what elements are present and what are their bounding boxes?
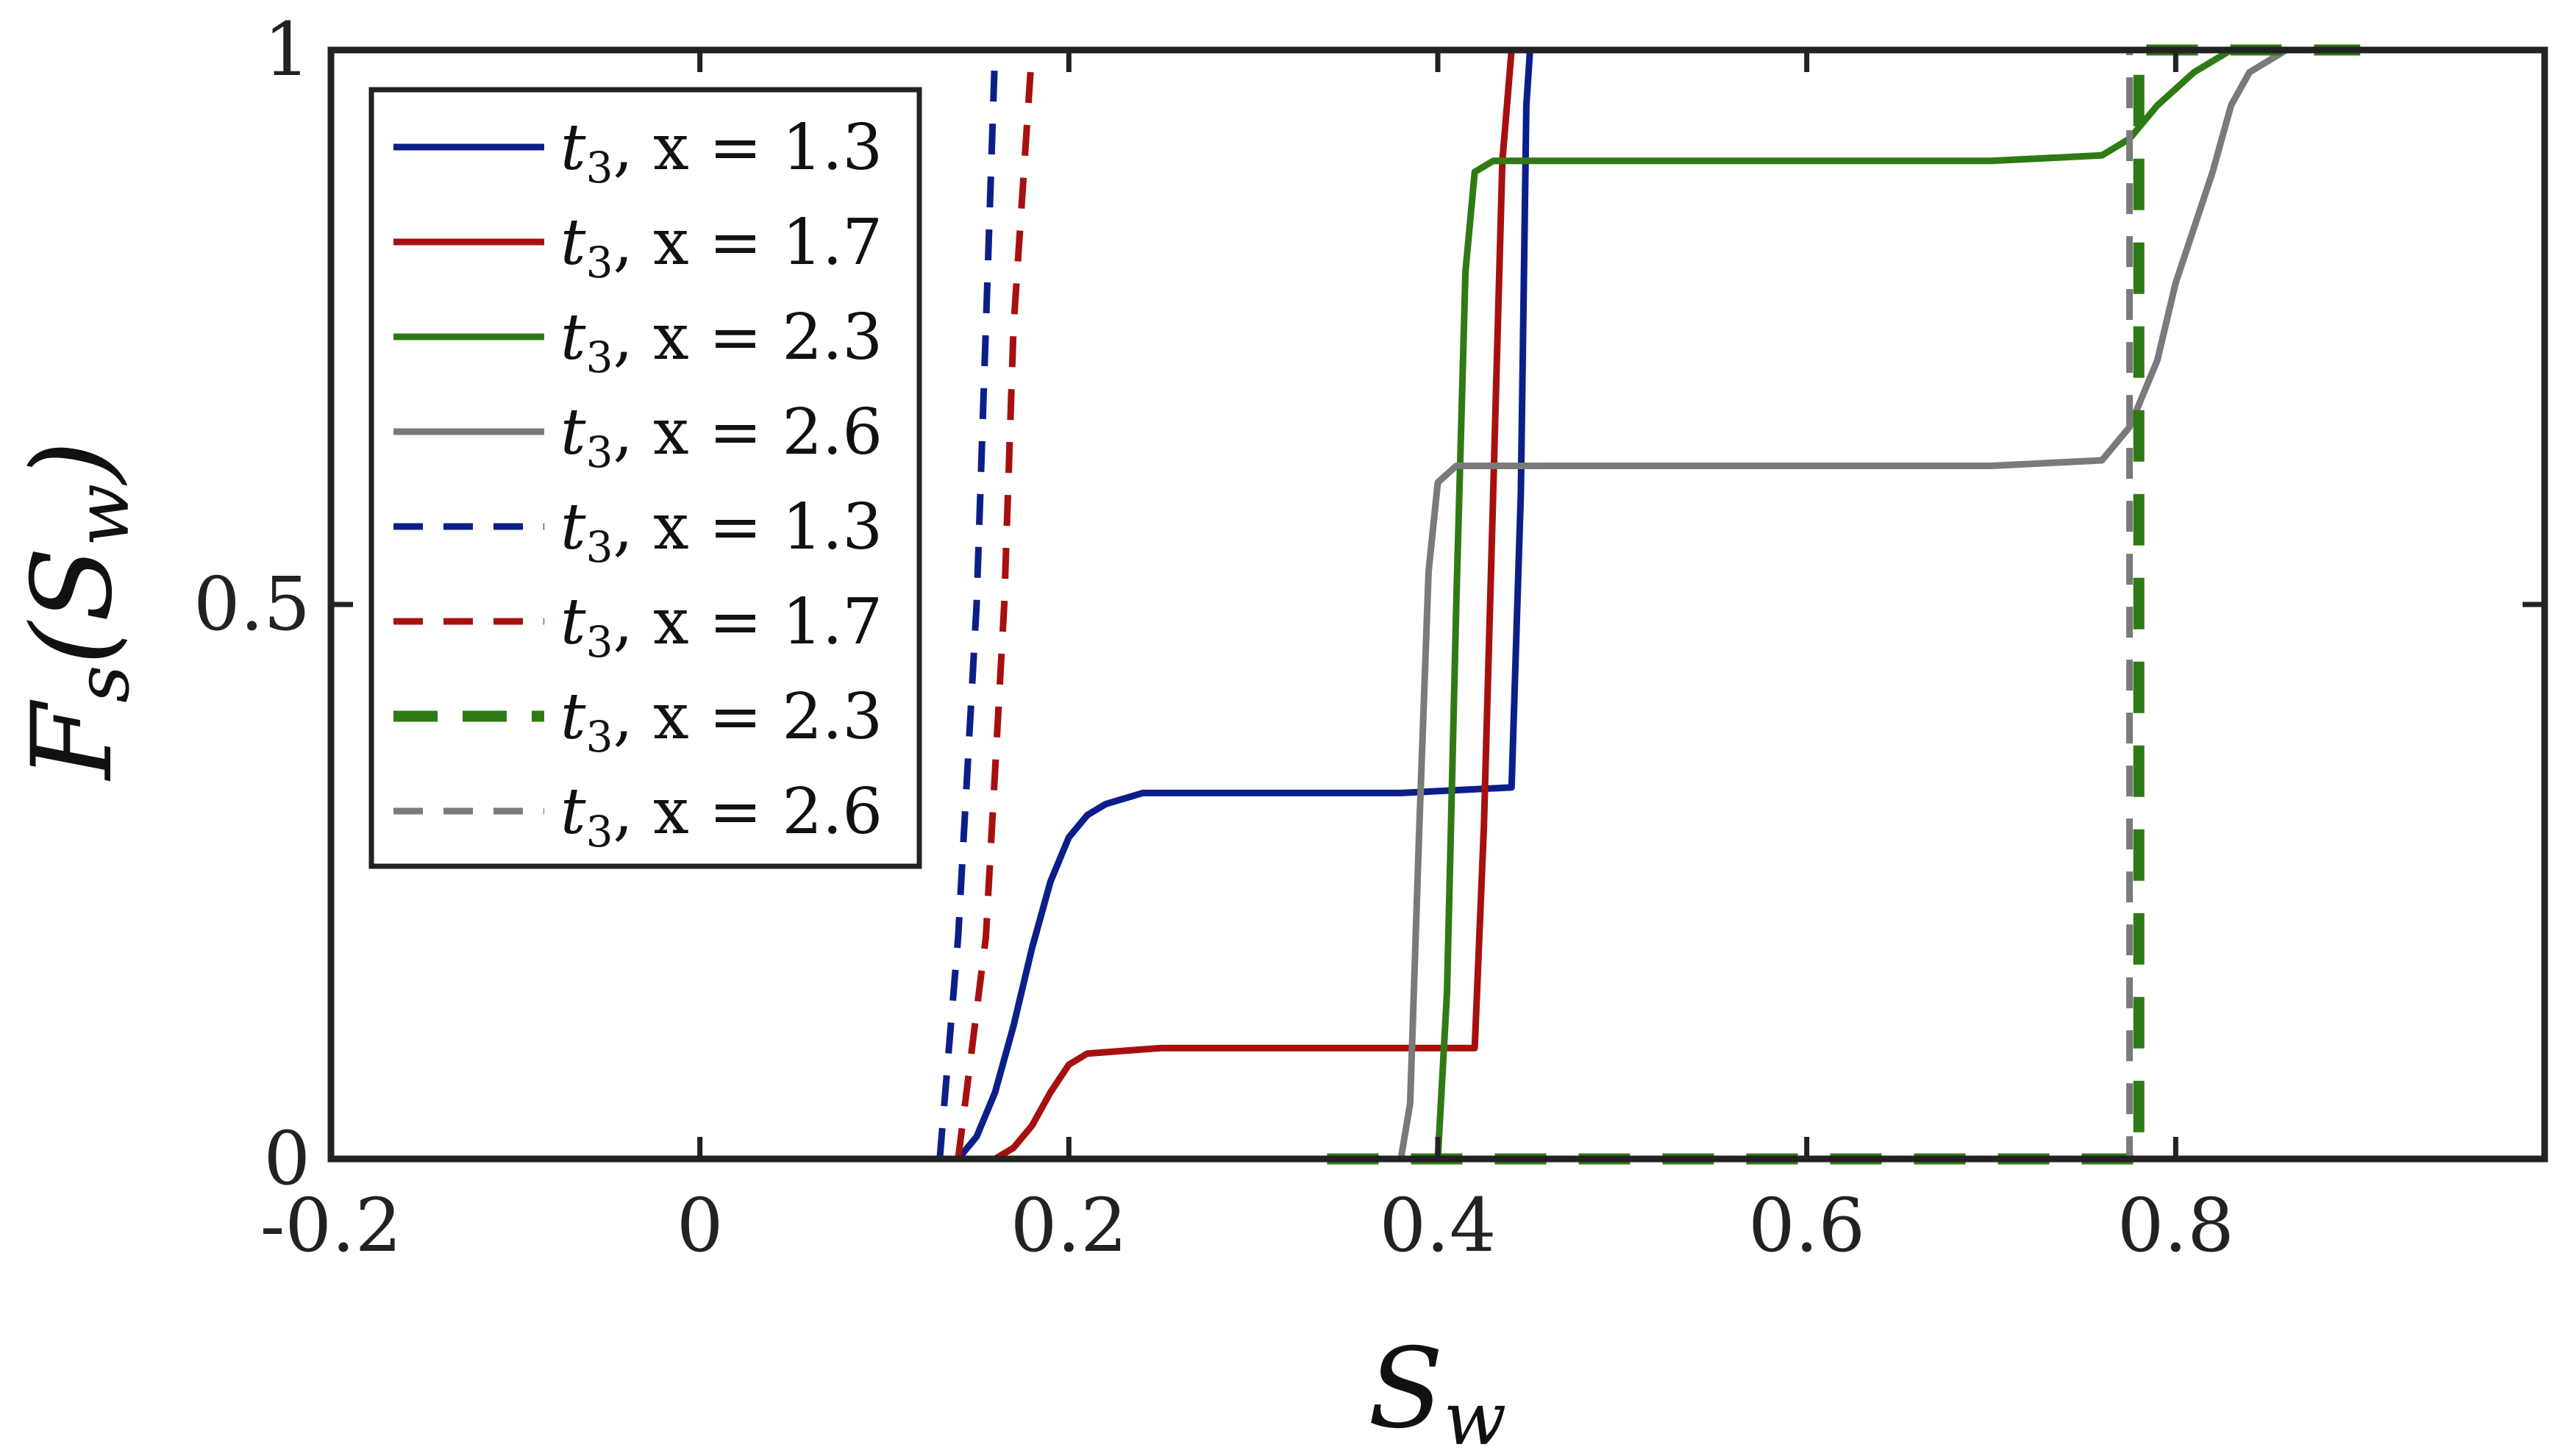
series-line-2 — [884, 46, 1530, 1163]
legend: t3, x = 1.3 t3, x = 1.7 t3, x = 2.3 t3, x =… — [368, 87, 922, 869]
x-tick-label: 0 — [677, 1182, 724, 1268]
y-tick-label: 0 — [263, 1116, 310, 1202]
legend-box — [368, 87, 922, 869]
series-line-3 — [1327, 46, 2305, 1163]
legend-label-5: t3, x = 1.3 — [560, 490, 883, 572]
y-tick-label: 0.5 — [193, 561, 310, 647]
legend-label-7: t3, x = 2.3 — [560, 680, 883, 762]
ticks-layer: -0.2 0 0.2 0.4 0.6 0.800.51 — [193, 7, 2545, 1268]
x-tick-label: 0.6 — [1748, 1182, 1865, 1268]
x-tick-label: 0.8 — [2117, 1182, 2234, 1268]
x-tick-label: -0.2 — [260, 1182, 402, 1268]
x-tick-label: 0.4 — [1379, 1182, 1496, 1268]
y-tick-label: 1 — [263, 7, 310, 93]
legend-label-8: t3, x = 2.6 — [560, 775, 883, 857]
x-axis-title: Sw — [1368, 1325, 1506, 1456]
legend-label-3: t3, x = 2.3 — [560, 301, 883, 382]
series-layer — [884, 44, 2361, 1165]
legend-label-2: t3, x = 1.7 — [560, 206, 883, 288]
y-axis-title: Fs(Sw) — [9, 440, 146, 782]
series-line-1 — [884, 46, 1549, 1163]
legend-label-6: t3, x = 1.7 — [560, 585, 883, 667]
series-line-5 — [936, 46, 1512, 1160]
legend-label-1: t3, x = 1.3 — [560, 111, 883, 193]
series-line-7 — [1327, 44, 2361, 1165]
series-line-4 — [1327, 46, 2361, 1163]
legend-label-4: t3, x = 2.6 — [560, 396, 883, 477]
x-tick-label: 0.2 — [1011, 1182, 1127, 1268]
series-line-8 — [1327, 46, 2361, 1163]
